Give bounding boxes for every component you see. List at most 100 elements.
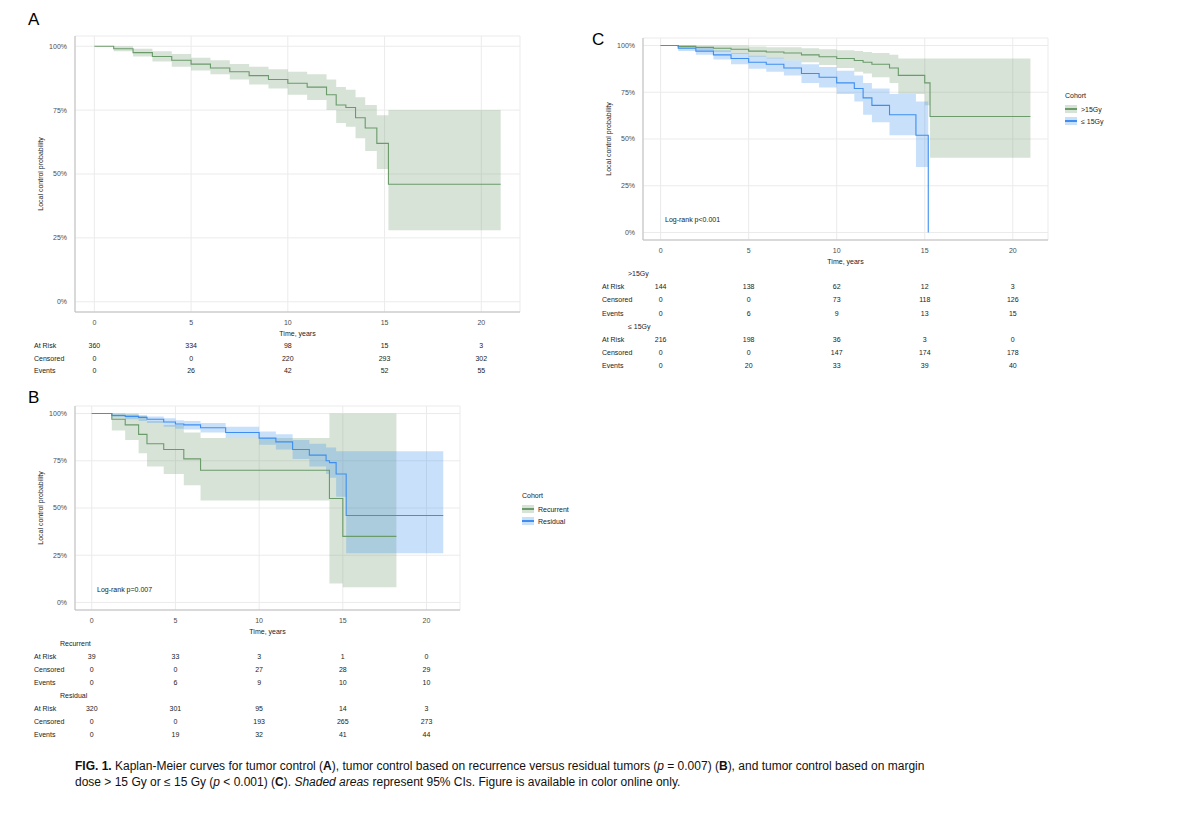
svg-text:0: 0 — [659, 247, 663, 254]
html-text:12: 12 — [920, 283, 929, 291]
svg-text:15: 15 — [339, 617, 347, 624]
html-text:FIG. 1. Kaplan-Meier curves fo: FIG. 1. Kaplan-Meier curves for tumor co… — [75, 759, 925, 789]
html-text:144: 144 — [654, 283, 667, 291]
html-text:At Risk: At Risk — [34, 705, 57, 712]
svg-text:25%: 25% — [53, 234, 67, 241]
html-text:>15Gy: >15Gy — [1081, 105, 1102, 113]
html-text:39: 39 — [87, 653, 96, 660]
svg-text:25%: 25% — [621, 182, 635, 189]
svg-text:100%: 100% — [49, 43, 67, 50]
svg-text:75%: 75% — [621, 89, 635, 96]
html-text:Events: Events — [34, 679, 56, 686]
html-text:Cohort: Cohort — [522, 492, 543, 499]
html-text:Censored: Censored — [34, 666, 65, 673]
html-text:174: 174 — [918, 349, 931, 357]
svg-text:Time, years: Time, years — [249, 628, 286, 636]
html-text:28: 28 — [338, 666, 347, 673]
html-text:14: 14 — [338, 705, 347, 712]
html-text:Censored: Censored — [34, 718, 65, 725]
html-text:360: 360 — [88, 342, 101, 349]
svg-text:5: 5 — [747, 247, 751, 254]
svg-text:20: 20 — [1009, 247, 1017, 254]
svg-text:50%: 50% — [621, 135, 635, 142]
html-text:≤ 15Gy: ≤ 15Gy — [628, 322, 651, 330]
html-text:33: 33 — [171, 653, 180, 660]
html-text:15: 15 — [1008, 309, 1017, 317]
html-text:15: 15 — [380, 342, 389, 349]
html-text:C: C — [592, 30, 605, 49]
html-text:178: 178 — [1006, 349, 1019, 357]
svg-text:100%: 100% — [49, 410, 67, 417]
svg-text:Local control probability: Local control probability — [605, 102, 613, 176]
svg-text:10: 10 — [255, 617, 263, 624]
html-text:29: 29 — [422, 666, 431, 673]
svg-text:0%: 0% — [57, 599, 67, 606]
html-text:95: 95 — [255, 705, 263, 712]
html-text:147: 147 — [830, 349, 843, 357]
svg-text:5: 5 — [173, 617, 177, 624]
html-text:293: 293 — [378, 354, 391, 362]
html-text:118: 118 — [919, 296, 931, 304]
html-text:138: 138 — [742, 283, 755, 291]
svg-text:Time, years: Time, years — [279, 330, 316, 338]
svg-text:0%: 0% — [57, 298, 67, 305]
html-text:301: 301 — [169, 705, 182, 712]
svg-text:50%: 50% — [53, 170, 67, 177]
html-text:98: 98 — [283, 342, 292, 349]
html-text:Events: Events — [602, 362, 624, 370]
html-text:42: 42 — [283, 367, 292, 374]
html-text:At Risk: At Risk — [34, 653, 57, 660]
html-text:26: 26 — [187, 367, 195, 374]
html-text:Events: Events — [34, 367, 56, 374]
svg-text:Time, years: Time, years — [827, 258, 864, 266]
html-text:Censored: Censored — [602, 296, 633, 304]
html-text:302: 302 — [475, 354, 488, 362]
svg-text:0%: 0% — [625, 229, 635, 236]
html-text:Events: Events — [602, 309, 624, 317]
html-text:126: 126 — [1006, 296, 1019, 304]
html-text:220: 220 — [282, 354, 294, 362]
svg-text:Local control probability: Local control probability — [37, 137, 45, 211]
svg-text:5: 5 — [189, 319, 193, 326]
html-text:320: 320 — [85, 705, 98, 712]
svg-text:50%: 50% — [53, 504, 67, 511]
html-text:10: 10 — [338, 679, 347, 686]
html-text:20: 20 — [744, 362, 753, 370]
svg-text:Local control probability: Local control probability — [37, 471, 45, 545]
svg-text:25%: 25% — [53, 552, 67, 559]
svg-text:15: 15 — [921, 247, 929, 254]
html-text:Censored: Censored — [602, 349, 633, 357]
html-text:At Risk: At Risk — [34, 342, 57, 349]
html-text:Log-rank p=0.007: Log-rank p=0.007 — [97, 586, 153, 593]
svg-text:10: 10 — [284, 319, 292, 326]
html-text:52: 52 — [380, 367, 389, 374]
html-text:73: 73 — [832, 296, 841, 304]
html-text:334: 334 — [185, 342, 197, 349]
svg-text:20: 20 — [423, 617, 431, 624]
svg-text:20: 20 — [477, 319, 485, 326]
svg-text:75%: 75% — [53, 457, 67, 464]
html-text:B: B — [28, 388, 40, 407]
html-text:55: 55 — [477, 367, 486, 374]
svg-text:0: 0 — [90, 617, 94, 624]
svg-text:75%: 75% — [53, 107, 67, 114]
html-text:Residual: Residual — [60, 692, 88, 699]
html-text:33: 33 — [832, 362, 841, 370]
html-text:≤ 15Gy: ≤ 15Gy — [1081, 117, 1104, 125]
html-text:40: 40 — [1008, 362, 1017, 370]
html-text:Recurrent: Recurrent — [538, 505, 569, 513]
html-text:Residual: Residual — [538, 517, 566, 525]
html-text:62: 62 — [832, 283, 841, 291]
html-text:Censored: Censored — [34, 354, 65, 362]
html-text:A: A — [28, 10, 40, 29]
html-text:39: 39 — [920, 362, 929, 370]
svg-text:10: 10 — [833, 247, 841, 254]
svg-text:0: 0 — [92, 319, 96, 326]
svg-text:100%: 100% — [617, 42, 635, 49]
html-text:Recurrent: Recurrent — [60, 640, 91, 647]
svg-text:15: 15 — [381, 319, 389, 326]
html-text:10: 10 — [422, 679, 431, 686]
html-text:13: 13 — [920, 309, 929, 317]
html-text:At Risk: At Risk — [602, 283, 625, 291]
html-text:27: 27 — [255, 666, 263, 673]
